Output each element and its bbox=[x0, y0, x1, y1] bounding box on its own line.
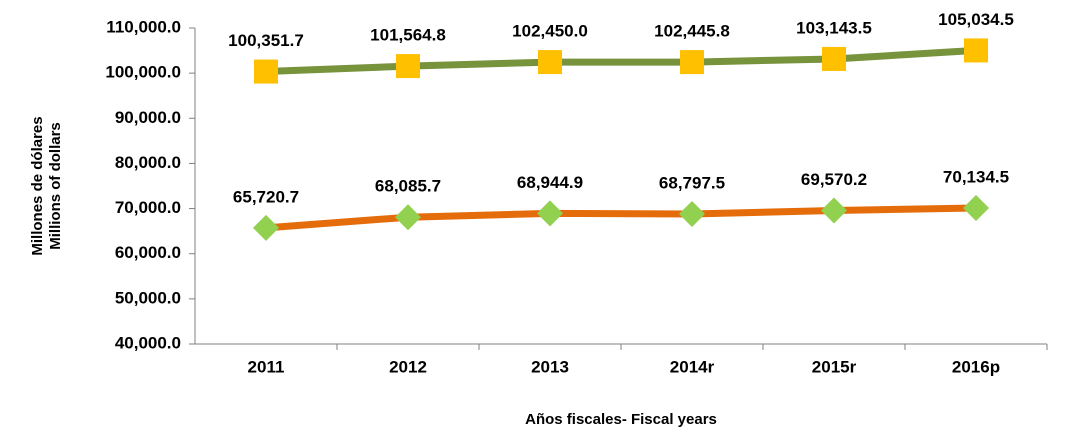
series-line bbox=[265, 204, 977, 232]
y-tick-label: 100,000.0 bbox=[105, 63, 181, 82]
y-tick-label: 110,000.0 bbox=[106, 17, 181, 36]
data-label: 65,720.7 bbox=[233, 187, 299, 206]
marker bbox=[253, 214, 279, 241]
marker bbox=[254, 59, 278, 84]
data-label: 103,143.5 bbox=[796, 18, 872, 37]
marker bbox=[679, 200, 705, 227]
data-label: 68,085.7 bbox=[375, 177, 441, 196]
marker bbox=[964, 38, 988, 63]
marker bbox=[537, 200, 563, 227]
y-tick-label: 80,000.0 bbox=[115, 153, 181, 172]
data-label: 70,134.5 bbox=[943, 167, 1009, 186]
y-tick-label: 60,000.0 bbox=[115, 243, 181, 262]
marker bbox=[396, 54, 420, 79]
marker bbox=[680, 50, 704, 75]
data-label: 68,797.5 bbox=[659, 173, 725, 192]
data-label: 100,351.7 bbox=[228, 31, 304, 50]
y-axis-label: Millions of dollars bbox=[47, 122, 64, 250]
data-label: 68,944.9 bbox=[517, 173, 583, 192]
x-tick-label: 2015r bbox=[812, 357, 857, 376]
y-tick-label: 40,000.0 bbox=[115, 333, 181, 352]
marker bbox=[821, 197, 847, 224]
y-axis-label: Millones de dólares bbox=[29, 116, 46, 255]
marker bbox=[822, 46, 846, 71]
x-tick-label: 2013 bbox=[531, 357, 569, 376]
x-tick-label: 2012 bbox=[389, 357, 427, 376]
marker bbox=[963, 194, 989, 221]
y-tick-label: 90,000.0 bbox=[115, 108, 181, 127]
x-tick-label: 2014r bbox=[670, 357, 715, 376]
x-tick-label: 2011 bbox=[248, 357, 285, 376]
data-label: 102,450.0 bbox=[512, 22, 588, 41]
x-tick-label: 2016p bbox=[952, 357, 1000, 376]
data-label: 102,445.8 bbox=[654, 22, 730, 41]
x-axis-label: Años fiscales- Fiscal years bbox=[525, 411, 717, 428]
data-label: 101,564.8 bbox=[370, 26, 446, 45]
marker bbox=[538, 50, 562, 75]
data-label: 105,034.5 bbox=[938, 10, 1014, 29]
data-label: 69,570.2 bbox=[801, 170, 867, 189]
series-line bbox=[265, 46, 977, 76]
marker bbox=[395, 204, 421, 231]
y-tick-label: 70,000.0 bbox=[115, 198, 181, 217]
y-tick-label: 50,000.0 bbox=[115, 288, 181, 307]
